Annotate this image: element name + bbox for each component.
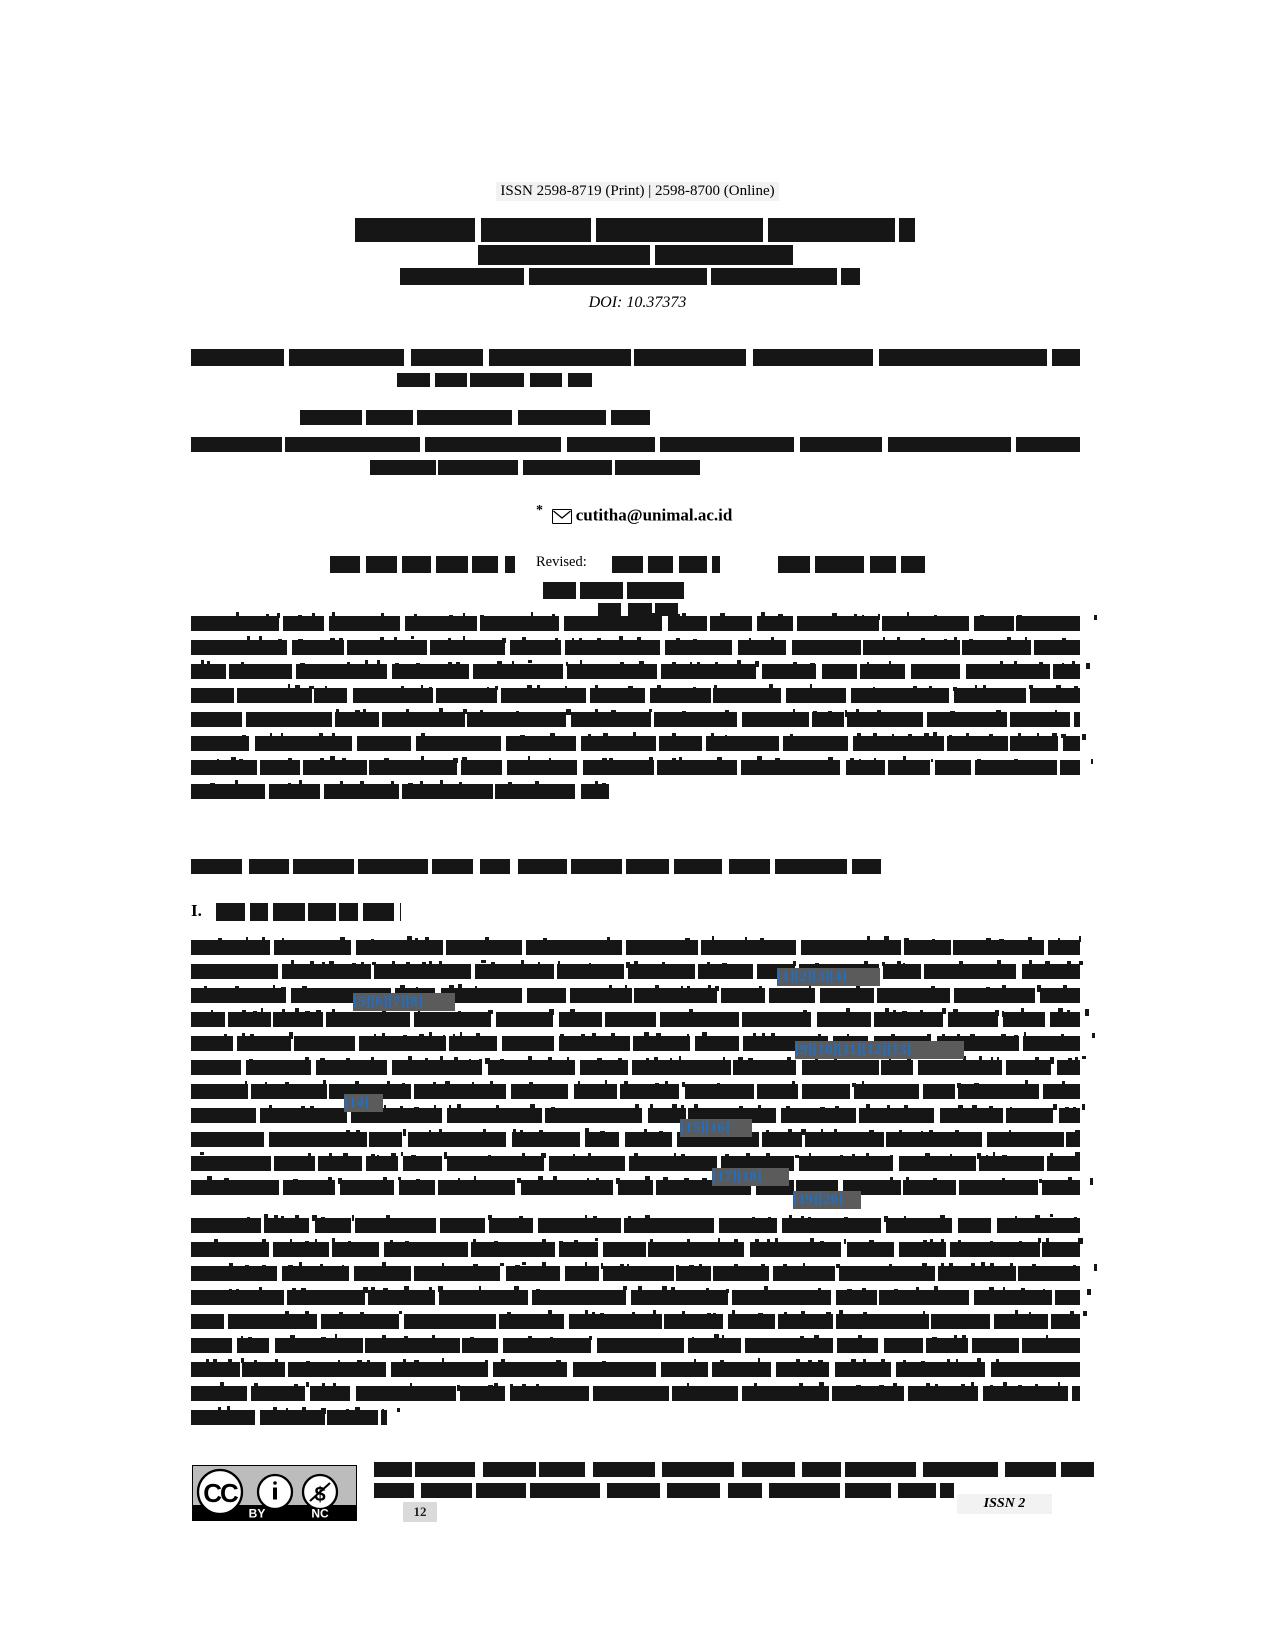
svg-text:NC: NC bbox=[311, 1507, 329, 1521]
svg-text:BY: BY bbox=[249, 1507, 266, 1521]
svg-text:CC: CC bbox=[203, 1478, 239, 1508]
